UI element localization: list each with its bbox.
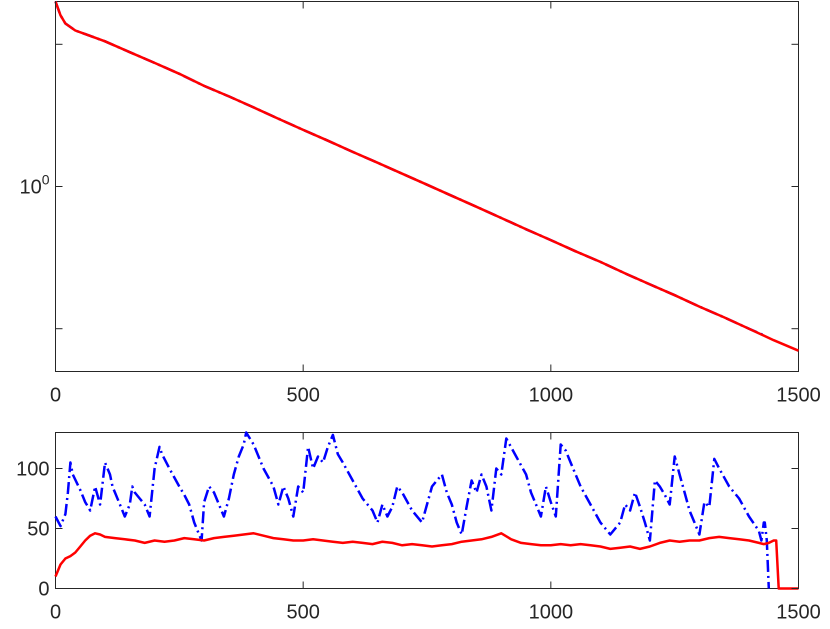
bottom-y-tick-label: 50: [27, 519, 49, 541]
top-x-tick-label: 1000: [529, 385, 574, 407]
top-x-tick-label: 1500: [776, 385, 821, 407]
bottom-ticks-layer: 0 500 1000 1500 0 50 100: [16, 432, 821, 624]
bottom-series-line-0: [54, 431, 771, 589]
bottom-plot-frame: [55, 432, 799, 589]
top-series-line-1: [54, 1, 799, 352]
top-y-tick-label: 100: [19, 172, 49, 199]
top-x-tick-label: 0: [50, 385, 61, 407]
top-series-layer: [54, 1, 799, 352]
bottom-x-tick-label: 0: [50, 602, 61, 624]
bottom-x-tick-label: 500: [286, 602, 319, 624]
bottom-axes: 0 500 1000 1500 0 50 100: [16, 431, 821, 624]
y-tick-exponent: 0: [42, 172, 50, 188]
bottom-y-tick-label: 0: [38, 579, 49, 601]
top-plot-frame: [55, 1, 799, 372]
bottom-x-tick-label: 1500: [776, 602, 821, 624]
bottom-y-tick-label: 100: [16, 459, 49, 481]
bottom-series-layer: [54, 431, 799, 590]
y-tick-base: 10: [19, 177, 41, 199]
top-series-line-0: [54, 1, 765, 337]
top-x-tick-label: 500: [286, 385, 319, 407]
bottom-series-line-1: [54, 532, 799, 590]
bottom-x-tick-label: 1000: [529, 602, 574, 624]
